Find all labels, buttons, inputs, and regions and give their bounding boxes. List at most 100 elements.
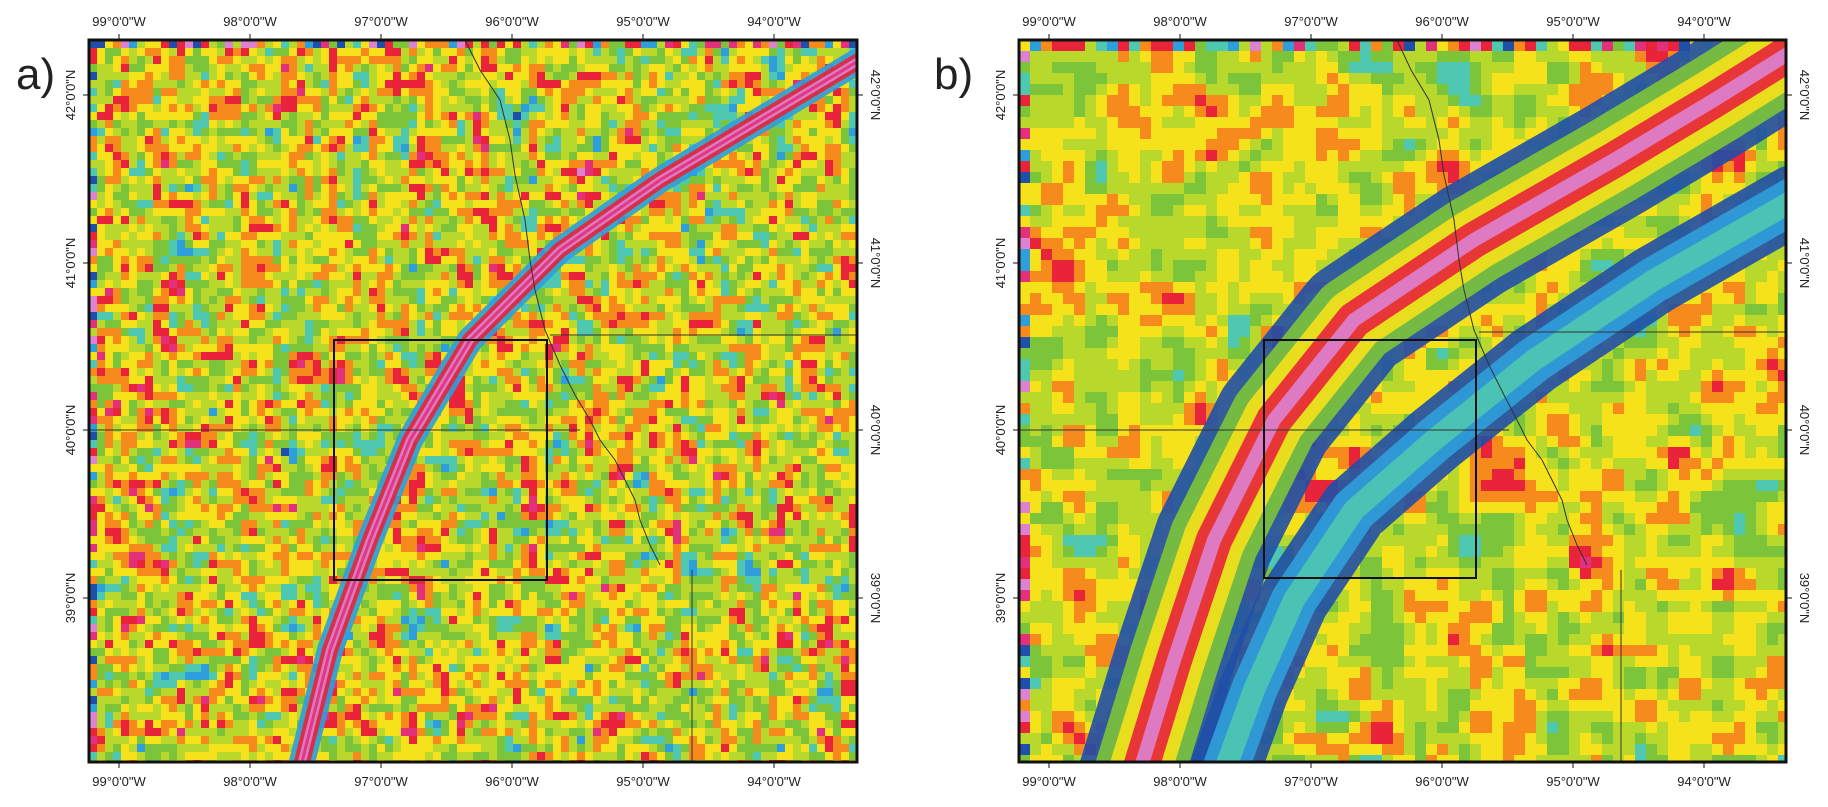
- raster-cell: [497, 168, 506, 177]
- raster-cell: [737, 184, 746, 193]
- raster-cell: [769, 272, 778, 281]
- raster-cell: [385, 40, 394, 49]
- raster-cell: [729, 224, 738, 233]
- raster-cell: [433, 360, 442, 369]
- raster-cell: [121, 128, 130, 137]
- raster-cell: [417, 264, 426, 273]
- raster-cell: [105, 200, 114, 209]
- raster-cell: [577, 112, 586, 121]
- raster-cell: [121, 320, 130, 329]
- raster-cell: [537, 232, 546, 241]
- raster-cell: [289, 408, 298, 417]
- raster-cell: [729, 336, 738, 345]
- raster-cell: [649, 328, 658, 337]
- raster-cell: [113, 288, 122, 297]
- raster-cell: [497, 440, 506, 449]
- raster-cell: [233, 184, 242, 193]
- raster-cell: [401, 104, 410, 113]
- raster-cell: [761, 328, 770, 337]
- raster-cell: [369, 224, 378, 233]
- raster-cell: [129, 224, 138, 233]
- raster-cell: [681, 176, 690, 185]
- raster-cell: [345, 360, 354, 369]
- raster-cell: [521, 360, 530, 369]
- raster-cell: [121, 104, 130, 113]
- raster-cell: [289, 376, 298, 385]
- raster-cell: [121, 176, 130, 185]
- raster-cell: [329, 104, 338, 113]
- raster-cell: [657, 328, 666, 337]
- raster-cell: [817, 192, 826, 201]
- raster-cell: [593, 320, 602, 329]
- raster-cell: [529, 136, 538, 145]
- raster-cell: [225, 352, 234, 361]
- raster-cell: [137, 192, 146, 201]
- raster-cell: [113, 408, 122, 417]
- raster-cell: [609, 320, 618, 329]
- raster-cell: [529, 152, 538, 161]
- raster-cell: [177, 432, 186, 441]
- raster-cell: [121, 96, 130, 105]
- raster-cell: [825, 272, 834, 281]
- raster-cell: [393, 352, 402, 361]
- raster-cell: [801, 72, 810, 81]
- raster-cell: [441, 288, 450, 297]
- raster-cell: [201, 416, 210, 425]
- raster-cell: [657, 368, 666, 377]
- raster-cell: [705, 336, 714, 345]
- raster-cell: [553, 192, 562, 201]
- raster-cell: [481, 136, 490, 145]
- raster-cell: [321, 392, 330, 401]
- raster-cell: [801, 392, 810, 401]
- raster-cell: [481, 104, 490, 113]
- raster-cell: [825, 248, 834, 257]
- raster-cell: [657, 240, 666, 249]
- raster-cell: [841, 416, 850, 425]
- raster-cell: [337, 312, 346, 321]
- raster-cell: [809, 376, 818, 385]
- raster-cell: [361, 256, 370, 265]
- raster-cell: [609, 384, 618, 393]
- raster-cell: [257, 360, 266, 369]
- raster-cell: [713, 40, 722, 49]
- raster-cell: [489, 48, 498, 57]
- raster-cell: [449, 40, 458, 49]
- raster-cell: [561, 192, 570, 201]
- raster-cell: [633, 112, 642, 121]
- raster-cell: [841, 96, 850, 105]
- raster-cell: [641, 248, 650, 257]
- raster-cell: [153, 264, 162, 273]
- raster-cell: [713, 160, 722, 169]
- raster-cell: [713, 88, 722, 97]
- raster-cell: [521, 80, 530, 89]
- raster-cell: [457, 384, 466, 393]
- raster-cell: [481, 368, 490, 377]
- raster-cell: [361, 320, 370, 329]
- raster-cell: [809, 136, 818, 145]
- raster-cell: [409, 152, 418, 161]
- raster-cell: [313, 320, 322, 329]
- raster-cell: [825, 432, 834, 441]
- raster-cell: [265, 208, 274, 217]
- raster-cell: [625, 120, 634, 129]
- raster-cell: [209, 416, 218, 425]
- raster-cell: [761, 336, 770, 345]
- raster-cell: [793, 248, 802, 257]
- raster-cell: [193, 384, 202, 393]
- raster-cell: [761, 296, 770, 305]
- raster-cell: [297, 176, 306, 185]
- raster-cell: [225, 432, 234, 441]
- raster-cell: [561, 160, 570, 169]
- raster-cell: [177, 232, 186, 241]
- raster-cell: [361, 288, 370, 297]
- raster-cell: [713, 400, 722, 409]
- raster-cell: [345, 72, 354, 81]
- raster-cell: [145, 56, 154, 65]
- raster-cell: [673, 368, 682, 377]
- raster-cell: [841, 344, 850, 353]
- raster-cell: [129, 168, 138, 177]
- raster-cell: [97, 448, 106, 457]
- raster-cell: [249, 280, 258, 289]
- raster-cell: [353, 408, 362, 417]
- raster-cell: [809, 152, 818, 161]
